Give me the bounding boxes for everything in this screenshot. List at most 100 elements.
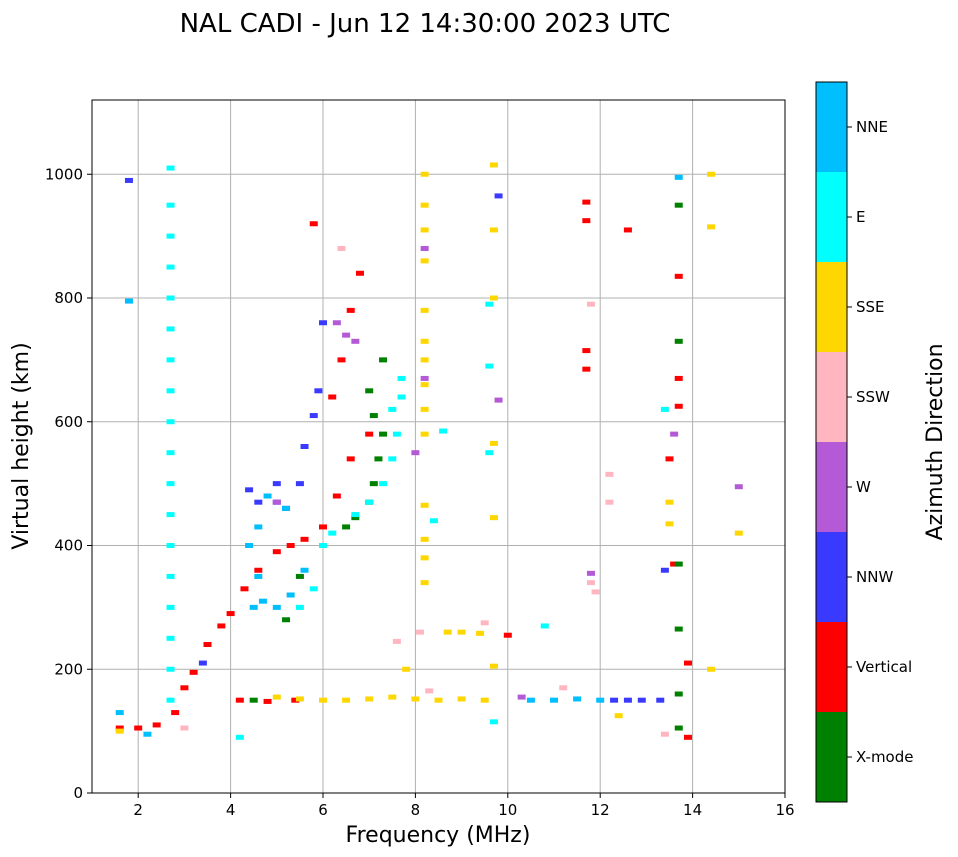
point-e — [319, 543, 327, 548]
point-ssw — [559, 685, 568, 691]
data-points — [115, 162, 743, 740]
x-tick-label: 2 — [133, 801, 143, 819]
point-e — [351, 512, 360, 518]
colorbar-frame — [815, 81, 848, 803]
point-e — [166, 666, 175, 672]
point-vertical — [582, 199, 591, 205]
point-vertical — [665, 456, 674, 462]
point-vertical — [674, 375, 683, 381]
point-x-mode — [365, 388, 374, 394]
point-nnw — [637, 697, 646, 703]
point-sse — [707, 171, 716, 177]
point-x-mode — [379, 431, 388, 437]
colorbar-label: NNE — [856, 118, 888, 136]
point-x-mode — [374, 456, 383, 462]
point-e — [166, 165, 175, 171]
colorbar: X-mode Vertical NNW W SSW SSE E NNE — [815, 81, 913, 803]
point-vertical — [683, 660, 692, 666]
point-e — [489, 719, 498, 725]
colorbar-label: X-mode — [856, 748, 913, 766]
point-ssw — [180, 725, 189, 731]
point-e — [166, 233, 175, 239]
point-vertical — [319, 524, 327, 530]
point-vertical — [115, 725, 124, 731]
point-vertical — [272, 549, 281, 555]
point-e — [485, 363, 494, 369]
point-x-mode — [674, 338, 683, 344]
point-nne — [263, 493, 272, 499]
point-ssw — [586, 580, 595, 586]
colorbar-swatch-ssw — [816, 352, 847, 442]
point-vertical — [503, 632, 512, 638]
point-x-mode — [342, 524, 351, 530]
point-sse — [420, 338, 429, 344]
point-vertical — [189, 669, 198, 675]
point-vertical — [346, 307, 355, 313]
point-vertical — [291, 697, 300, 703]
point-e — [439, 428, 448, 434]
point-sse — [420, 227, 429, 233]
point-vertical — [171, 710, 180, 716]
point-ssw — [425, 688, 434, 694]
point-vertical — [263, 698, 272, 704]
colorbar-swatch-e — [816, 172, 847, 262]
point-e — [485, 450, 494, 456]
point-e — [166, 512, 175, 518]
chart-title: NAL CADI - Jun 12 14:30:00 2023 UTC — [180, 9, 671, 39]
point-w — [332, 320, 341, 326]
point-nnw — [198, 660, 207, 666]
point-nnw — [610, 697, 619, 703]
point-sse — [115, 728, 124, 734]
point-sse — [420, 580, 429, 586]
point-x-mode — [674, 561, 683, 567]
point-sse — [365, 696, 374, 702]
colorbar-label: SSW — [856, 388, 890, 406]
point-e — [166, 419, 175, 425]
colorbar-label: NNW — [856, 568, 893, 586]
y-tick-label: 800 — [54, 289, 83, 307]
x-axis-ticks: 2 4 6 8 10 12 14 16 — [133, 793, 795, 819]
point-nne — [124, 298, 133, 304]
point-x-mode — [674, 626, 683, 632]
point-e — [235, 734, 244, 740]
point-nnw — [272, 481, 281, 487]
y-axis-ticks: 0 200 400 600 800 1000 — [45, 165, 92, 802]
point-sse — [665, 521, 674, 527]
point-nne — [573, 696, 582, 702]
point-nne — [249, 604, 258, 610]
point-w — [342, 332, 351, 338]
point-e — [365, 499, 374, 505]
point-w — [272, 499, 281, 505]
point-vertical — [582, 348, 591, 354]
colorbar-label: W — [856, 478, 871, 496]
point-ssw — [660, 731, 669, 737]
point-vertical — [582, 366, 591, 372]
point-sse — [420, 171, 429, 177]
point-sse — [489, 515, 498, 521]
point-e — [397, 394, 406, 400]
point-e — [166, 326, 175, 332]
point-nnw — [660, 567, 669, 573]
point-nnw — [309, 413, 318, 419]
x-tick-label: 4 — [226, 801, 236, 819]
point-vertical — [683, 734, 692, 740]
point-ssw — [591, 589, 600, 595]
point-nne — [550, 697, 558, 703]
colorbar-label: E — [856, 208, 865, 226]
point-vertical — [240, 586, 249, 592]
point-e — [166, 295, 175, 301]
point-sse — [707, 224, 716, 230]
point-sse — [420, 382, 429, 388]
y-tick-label: 1000 — [45, 165, 83, 183]
point-nnw — [656, 697, 665, 703]
point-e — [166, 573, 175, 579]
point-vertical — [235, 697, 244, 703]
point-sse — [319, 697, 327, 703]
point-nne — [526, 697, 535, 703]
point-e — [166, 604, 175, 610]
point-vertical — [300, 536, 309, 542]
colorbar-swatch-nnw — [816, 532, 847, 622]
point-vertical — [332, 493, 341, 499]
point-sse — [734, 530, 743, 536]
point-x-mode — [249, 697, 258, 703]
